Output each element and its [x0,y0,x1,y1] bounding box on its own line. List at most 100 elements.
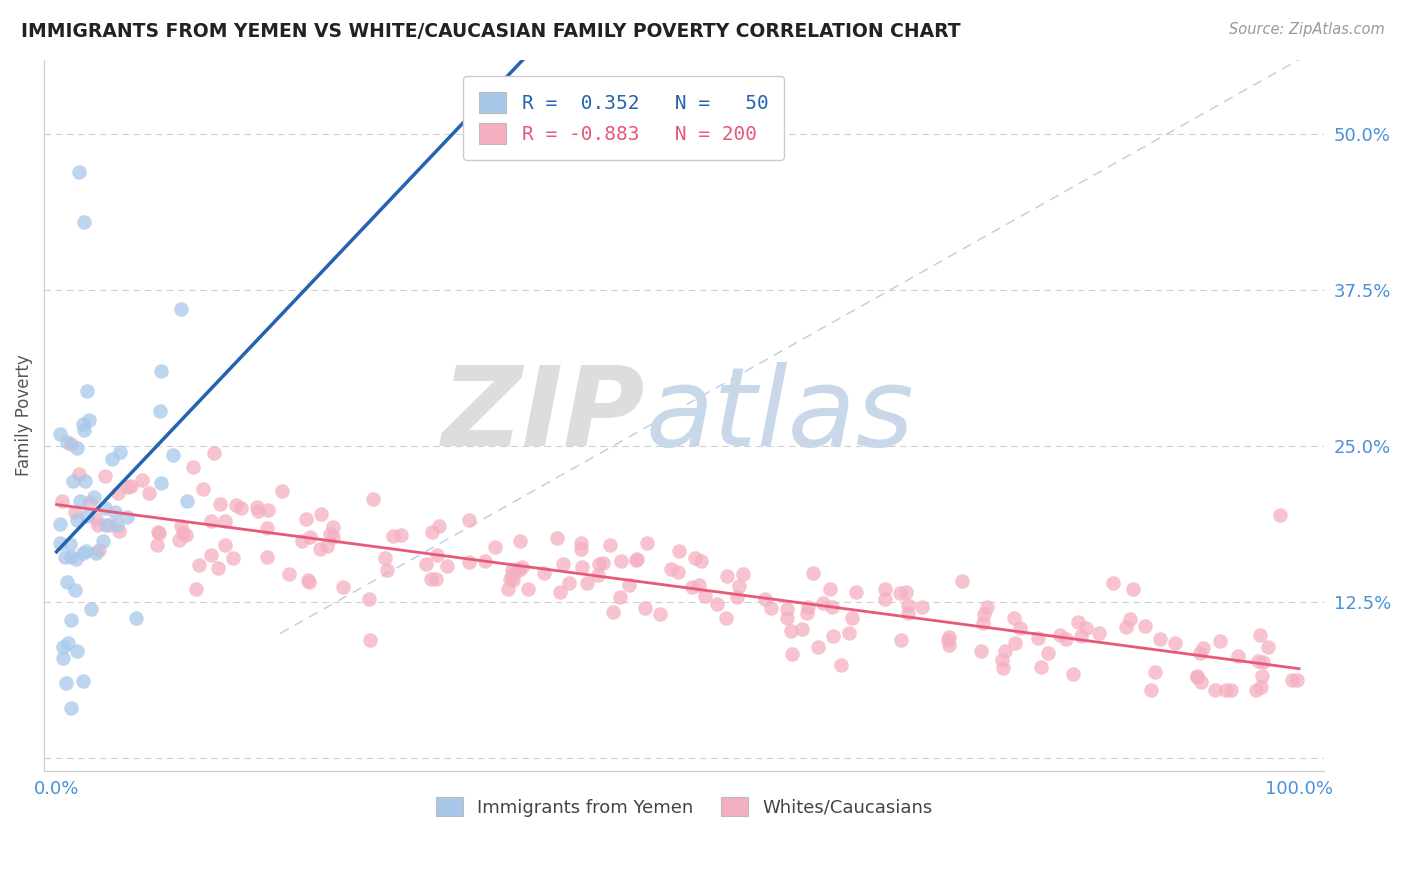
Point [1250,668,1272,682]
Point [56,574,79,589]
Point [510,560,533,574]
Point [162,449,184,463]
Point [1070,630,1092,644]
Point [63,505,86,519]
Point [474,554,496,568]
Point [602,605,624,619]
Point [648,607,671,622]
Point [821,629,844,643]
Point [79,495,101,509]
Point [146,538,169,552]
Point [363,491,385,506]
Point [425,572,447,586]
Point [991,653,1014,667]
Point [209,497,232,511]
Point [938,638,960,652]
Point [1227,648,1250,663]
Point [316,539,339,553]
Point [377,563,399,577]
Point [873,591,896,606]
Point [187,558,209,573]
Point [148,403,170,417]
Text: Source: ZipAtlas.com: Source: ZipAtlas.com [1229,22,1385,37]
Point [359,633,381,648]
Point [807,640,830,654]
Point [49,536,72,550]
Point [811,596,834,610]
Point [792,622,814,636]
Point [83,490,105,504]
Point [108,524,131,538]
Point [685,550,707,565]
Point [546,531,568,545]
Point [706,597,728,611]
Point [1286,673,1309,687]
Point [548,584,571,599]
Point [733,566,755,581]
Point [801,566,824,580]
Point [571,560,593,574]
Point [576,575,599,590]
Point [938,630,960,644]
Point [94,468,117,483]
Point [420,525,443,540]
Point [91,533,114,548]
Point [693,589,716,603]
Point [636,536,658,550]
Point [170,302,193,317]
Point [200,514,222,528]
Point [1115,620,1137,634]
Point [508,562,530,576]
Point [727,579,749,593]
Point [131,473,153,487]
Point [59,536,82,550]
Point [73,423,96,437]
Point [609,554,631,568]
Point [184,582,207,596]
Point [225,498,247,512]
Point [169,533,191,548]
Point [214,538,236,552]
Point [1049,628,1071,642]
Point [889,586,911,600]
Point [841,611,863,625]
Point [950,574,973,588]
Text: atlas: atlas [645,361,914,468]
Point [553,557,575,571]
Point [994,644,1017,658]
Point [780,647,803,661]
Point [278,567,301,582]
Point [993,661,1015,675]
Point [149,475,172,490]
Point [457,555,479,569]
Point [796,606,818,620]
Point [65,552,87,566]
Point [246,504,269,518]
Point [322,530,344,544]
Point [246,500,269,514]
Point [117,510,139,524]
Point [599,538,621,552]
Point [634,601,657,615]
Point [716,569,738,583]
Point [73,475,96,489]
Point [76,508,98,523]
Point [1220,682,1243,697]
Point [415,558,437,572]
Point [668,544,690,558]
Point [77,413,100,427]
Point [838,626,860,640]
Point [101,452,124,467]
Point [176,493,198,508]
Point [146,525,169,540]
Point [1140,682,1163,697]
Point [75,544,97,558]
Point [873,582,896,597]
Point [318,526,340,541]
Point [1002,610,1025,624]
Point [759,601,782,615]
Point [501,568,523,582]
Point [976,600,998,615]
Point [148,526,170,541]
Point [105,518,128,533]
